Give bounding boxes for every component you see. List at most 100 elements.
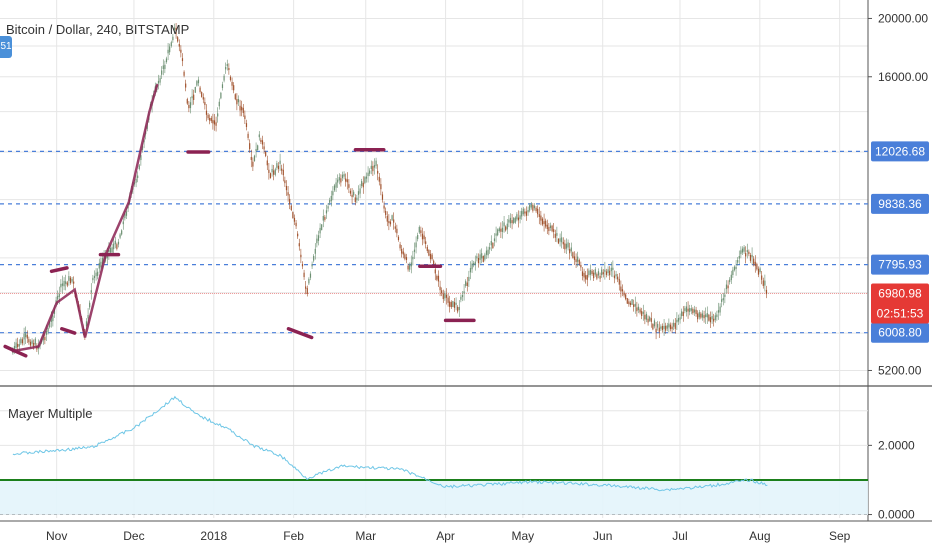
price-candle [477, 257, 480, 264]
price-candle [597, 271, 600, 276]
price-candle [724, 294, 726, 297]
price-candle [239, 105, 241, 111]
price-candle [249, 143, 251, 150]
price-candle [733, 266, 736, 271]
current-price-box[interactable] [871, 283, 929, 324]
price-candle [157, 80, 160, 84]
price-candle [740, 250, 742, 255]
price-candle [162, 65, 164, 70]
price-tick-label: 5200.00 [878, 363, 922, 377]
price-candle [433, 260, 435, 266]
price-candle [554, 233, 556, 238]
price-candle [647, 318, 649, 323]
mayer-multiple-pane [0, 395, 868, 516]
price-candle [175, 27, 177, 34]
price-candle [697, 313, 699, 320]
price-candle [593, 272, 595, 279]
price-candle [660, 326, 662, 329]
price-candle [689, 308, 691, 312]
price-axis[interactable]: 5200.00 16000.00 20000.00 12026.68 9838.36 77… [868, 11, 929, 522]
price-candle [701, 313, 704, 318]
price-candle [116, 244, 118, 249]
price-candle [412, 256, 414, 260]
price-candle [469, 267, 472, 273]
price-candle [345, 178, 347, 182]
time-tick-label: May [512, 529, 535, 543]
price-candle [599, 275, 601, 279]
price-candle [452, 301, 454, 307]
price-candle [570, 247, 572, 252]
price-candle [449, 301, 451, 307]
price-candle [471, 263, 473, 270]
price-candle [719, 306, 721, 313]
price-candle [463, 291, 465, 294]
price-candle [738, 256, 740, 259]
price-candle [537, 208, 539, 215]
price-candle [87, 315, 89, 319]
price-candle [289, 198, 291, 205]
price-candle [314, 248, 316, 254]
price-candle [252, 161, 254, 167]
trend-drawing[interactable] [49, 266, 69, 274]
indicator-title: Mayer Multiple [8, 406, 93, 421]
price-candle [228, 68, 230, 71]
price-candle [15, 342, 17, 348]
price-candle [257, 145, 259, 150]
price-candle [487, 249, 489, 256]
price-candle [223, 75, 225, 81]
price-candle [255, 148, 257, 152]
price-candle [538, 214, 540, 217]
price-candle [114, 240, 116, 245]
price-candle [337, 179, 339, 183]
price-candle [545, 220, 547, 227]
level-label-box[interactable] [871, 141, 929, 162]
price-candle [586, 274, 588, 280]
price-tick-label: 16000.00 [878, 70, 928, 84]
price-candle [268, 169, 270, 173]
time-axis[interactable]: Nov Dec 2018 Feb Mar Apr May Jun Jul Aug Sep [46, 529, 851, 543]
price-candle [685, 306, 688, 313]
price-candle [287, 192, 289, 196]
price-candle [629, 302, 632, 306]
time-tick-label: Mar [355, 529, 376, 543]
level-label-box[interactable] [871, 193, 929, 214]
price-candle [373, 165, 376, 168]
rally-highlight-drawing[interactable] [11, 83, 159, 353]
price-candle [113, 243, 115, 250]
price-candle [559, 238, 561, 242]
price-candle [405, 257, 408, 260]
price-candle [52, 315, 54, 322]
price-candle [567, 242, 569, 248]
price-candle [245, 123, 248, 127]
price-candle [177, 37, 179, 42]
horizontal-levels[interactable] [0, 150, 868, 334]
price-candle [213, 120, 216, 125]
price-candle [762, 280, 764, 286]
price-candle [497, 229, 499, 236]
price-candle [749, 254, 752, 261]
price-candle [532, 204, 534, 211]
price-candle [479, 254, 481, 260]
price-candle [706, 313, 708, 318]
price-candle [172, 36, 174, 41]
trend-drawing[interactable] [60, 327, 77, 335]
price-candle [764, 280, 766, 286]
price-candle [308, 278, 310, 284]
price-candle [621, 289, 624, 292]
price-candle [66, 282, 68, 286]
price-candle [253, 155, 256, 162]
price-candle [377, 170, 379, 174]
price-candle [183, 71, 185, 76]
chart-badge[interactable]: 51 [0, 36, 12, 58]
level-label-box[interactable] [871, 254, 929, 275]
price-candle [250, 156, 252, 160]
drawings[interactable] [3, 83, 476, 358]
price-candle [349, 190, 352, 194]
level-label-box[interactable] [871, 322, 929, 343]
price-candle [666, 325, 668, 329]
trend-drawing[interactable] [286, 327, 314, 340]
price-candle [316, 238, 318, 244]
price-candle [388, 220, 390, 224]
price-candle [237, 99, 240, 103]
